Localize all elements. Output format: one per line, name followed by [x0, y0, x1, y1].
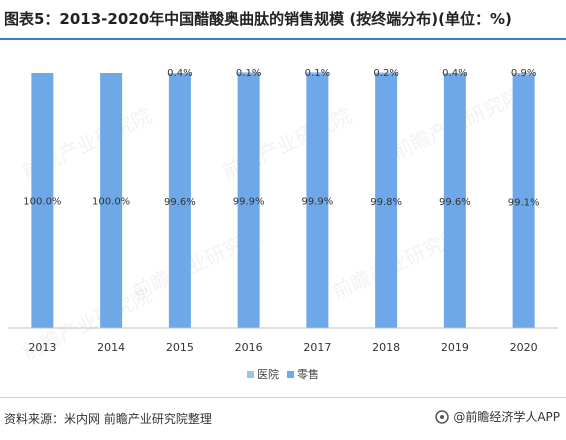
data-label-retail-2018: 0.2%	[373, 68, 398, 79]
legend-label-hospital: 医院	[257, 368, 279, 381]
footer-divider	[0, 397, 566, 398]
legend: 医院 零售	[0, 366, 566, 382]
data-label-retail-2017: 0.1%	[305, 68, 330, 79]
legend-label-retail: 零售	[297, 368, 319, 381]
bar-hospital-2016	[237, 73, 260, 328]
bar-retail-2017	[306, 72, 329, 74]
bar-retail-2020	[512, 73, 535, 76]
brand-text: @前瞻经济学人APP	[453, 410, 560, 424]
bar-hospital-2020	[512, 75, 535, 328]
x-tick-labels: 2013 2014 2015 2016 2017 2018 2019 2020	[28, 341, 537, 354]
legend-swatch-retail	[287, 370, 294, 378]
bar-hospital-2013	[31, 73, 54, 328]
bar-hospital-2017	[306, 73, 329, 328]
brand-mark: @前瞻经济学人APP	[435, 408, 560, 425]
x-tick-label-2018: 2018	[372, 341, 400, 354]
data-label-retail-2016: 0.1%	[236, 68, 261, 79]
x-tick-label-2015: 2015	[166, 341, 194, 354]
chart-title: 图表5：2013-2020年中国醋酸奥曲肽的销售规模 (按终端分布)(单位：%)	[4, 10, 512, 28]
data-label-hospital-2018: 99.8%	[370, 197, 402, 208]
bar-hospital-2015	[168, 74, 191, 328]
data-label-hospital-2019: 99.6%	[439, 197, 471, 208]
data-label-retail-2019: 0.4%	[442, 68, 467, 79]
data-label-retail-2020: 0.9%	[511, 68, 536, 79]
data-label-hospital-2013: 100.0%	[23, 197, 61, 208]
bar-retail-2018	[375, 72, 398, 74]
legend-item-retail: 零售	[287, 366, 319, 382]
bar-retail-2019	[443, 73, 466, 75]
title-underline	[0, 38, 566, 40]
data-label-hospital-2014: 100.0%	[92, 197, 130, 208]
data-label-hospital-2016: 99.9%	[233, 197, 265, 208]
bar-hospital-2018	[375, 73, 398, 328]
legend-item-hospital: 医院	[247, 366, 279, 382]
x-tick-label-2013: 2013	[28, 341, 56, 354]
brand-logo-icon	[435, 409, 450, 424]
bar-retail-2015	[168, 73, 191, 75]
data-label-hospital-2020: 99.1%	[508, 198, 540, 209]
data-label-hospital-2017: 99.9%	[301, 197, 333, 208]
x-tick-label-2014: 2014	[97, 341, 125, 354]
data-label-hospital-2015: 99.6%	[164, 197, 196, 208]
bar-retail-2016	[237, 72, 260, 74]
x-tick-label-2020: 2020	[510, 341, 538, 354]
bar-hospital-2019	[443, 74, 466, 328]
source-note: 资料来源：米内网 前瞻产业研究院整理	[4, 412, 212, 426]
bars-group: 100.0% 100.0% 99.6% 0.4% 99.9% 0.1% 99.9% 0.1% 9…	[23, 68, 540, 328]
bar-chart: 前瞻产业研究院前瞻产业研究院前瞻产业研究院前瞻产业研究院前瞻产业研究院前瞻产业研…	[8, 68, 558, 360]
x-tick-label-2017: 2017	[303, 341, 331, 354]
bar-hospital-2014	[100, 73, 123, 328]
legend-swatch-hospital	[247, 370, 254, 378]
x-tick-label-2016: 2016	[235, 341, 263, 354]
data-label-retail-2015: 0.4%	[167, 68, 192, 79]
x-tick-label-2019: 2019	[441, 341, 469, 354]
